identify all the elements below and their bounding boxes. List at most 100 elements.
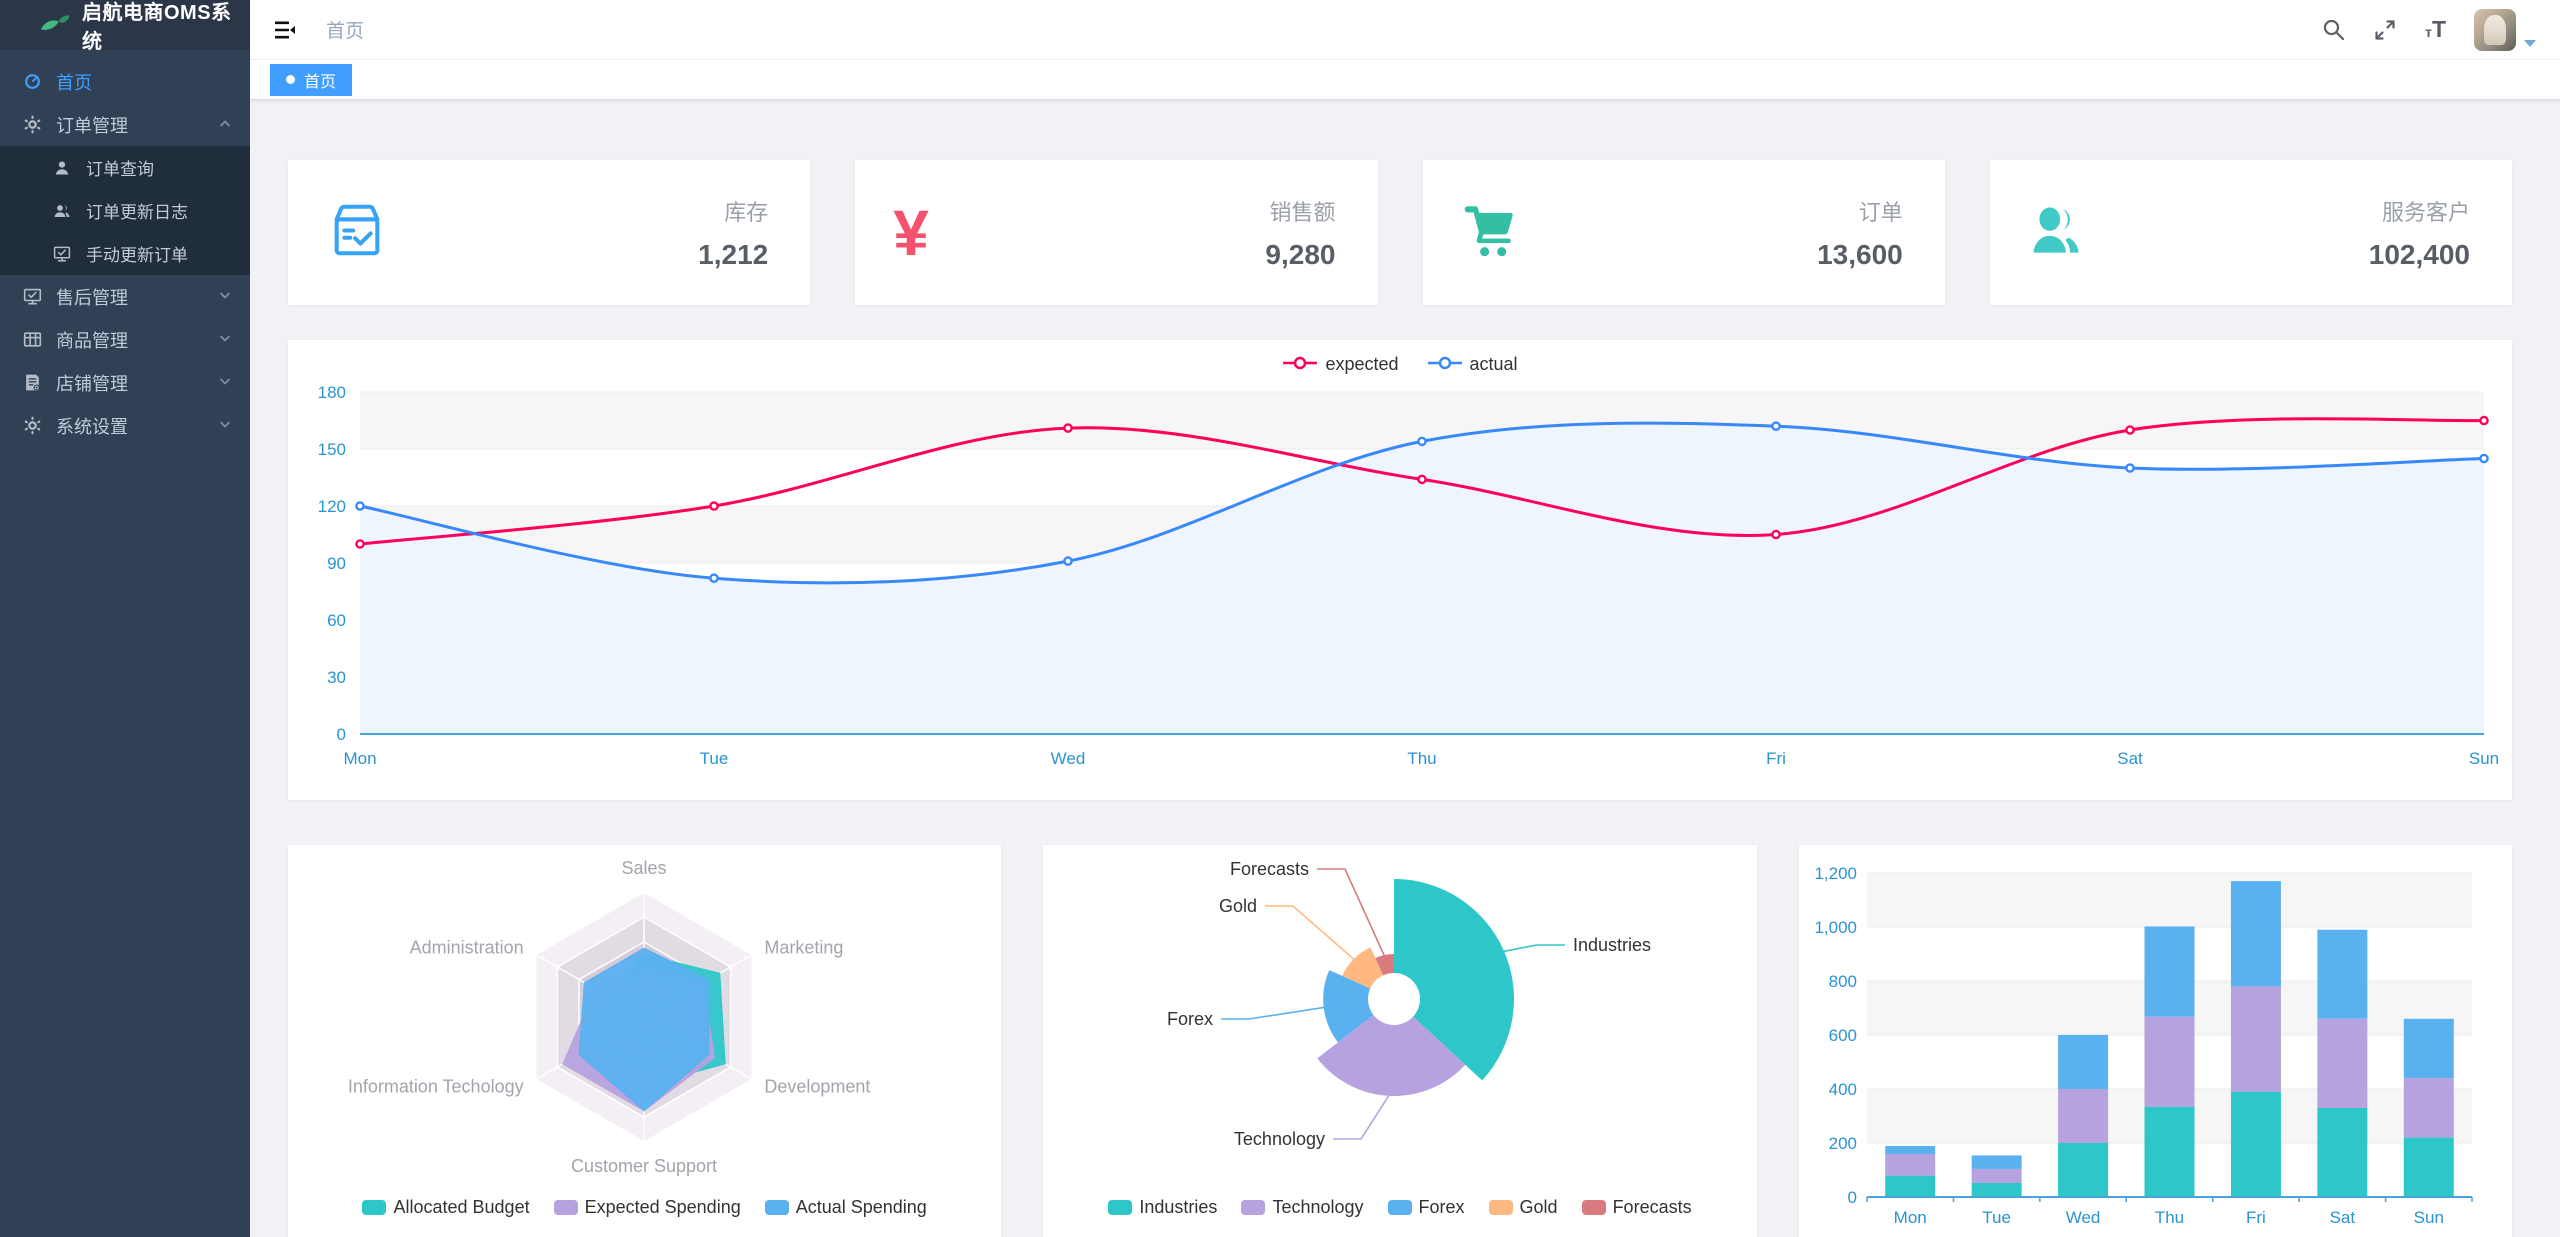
svg-text:200: 200 (1828, 1134, 1856, 1153)
legend-item-actual-spending[interactable]: Actual Spending (764, 1197, 927, 1218)
svg-text:Thu: Thu (1407, 749, 1436, 768)
sidebar-item-label: 店铺管理 (56, 373, 128, 394)
monitor-check-icon (52, 244, 72, 264)
svg-text:Administration: Administration (410, 938, 524, 958)
stat-card-text: 销售额 9,280 (1265, 195, 1335, 271)
sidebar-item-label: 订单更新日志 (86, 203, 188, 222)
table-icon (22, 330, 42, 350)
sidebar-item-label: 商品管理 (56, 330, 128, 351)
tab-home[interactable]: 首页 (270, 63, 353, 96)
radar-chart-card: Sales Administration Information Techology… (288, 845, 1002, 1237)
svg-text:0: 0 (337, 725, 346, 744)
app-logo[interactable]: 启航电商OMS系统 (0, 0, 250, 53)
svg-text:Fri: Fri (2246, 1208, 2266, 1227)
svg-text:180: 180 (318, 384, 346, 402)
sidebar-item-order-update-log[interactable]: 订单更新日志 (0, 189, 250, 232)
legend-swatch (553, 1200, 578, 1215)
svg-text:600: 600 (1828, 1026, 1856, 1045)
svg-text:Forex: Forex (1167, 1009, 1213, 1029)
sidebar-menu: 首页订单管理订单查询订单更新日志 手动更新订单售后管理商品管理店铺管理系统设置 (0, 50, 250, 447)
pie-chart-legend: Industries Technology Forex Gold Forecasts (1043, 1197, 1756, 1218)
line-chart-card: expected actual 0 30 60 90 120 150 180 Mon Tue Wed… (288, 340, 2512, 800)
svg-text:800: 800 (1828, 972, 1856, 991)
fullscreen-icon[interactable] (2373, 18, 2397, 42)
legend-swatch (1488, 1200, 1513, 1215)
chevron-down-icon (218, 329, 232, 350)
svg-text:Development: Development (764, 1077, 870, 1097)
sidebar-item-order-management[interactable]: 订单管理 (0, 103, 250, 146)
user-menu[interactable] (2474, 8, 2536, 51)
breadcrumb[interactable]: 首页 (326, 21, 365, 42)
svg-text:Forecasts: Forecasts (1230, 859, 1309, 879)
line-chart[interactable]: 0 30 60 90 120 150 180 Mon Tue Wed Thu Fri Sat Sun (288, 384, 2512, 800)
svg-text:30: 30 (327, 668, 346, 687)
stat-card-0[interactable]: 库存 1,212 (288, 160, 811, 305)
legend-item-industries[interactable]: Industries (1108, 1197, 1217, 1218)
sidebar-item-aftersales-management[interactable]: 售后管理 (0, 275, 250, 318)
active-tab-dot (286, 75, 295, 84)
svg-text:Fri: Fri (1766, 749, 1786, 768)
hamburger-icon[interactable] (268, 14, 302, 46)
stat-card-text: 订单 13,600 (1817, 195, 1903, 271)
legend-item-expected-spending[interactable]: Expected Spending (553, 1197, 741, 1218)
svg-text:Mon: Mon (343, 749, 376, 768)
legend-label: Actual Spending (795, 1197, 927, 1217)
legend-item-forecasts[interactable]: Forecasts (1581, 1197, 1692, 1218)
legend-swatch (1108, 1200, 1133, 1215)
sidebar-item-system-settings[interactable]: 系统设置 (0, 404, 250, 447)
avatar[interactable] (2474, 8, 2516, 51)
svg-text:Wed: Wed (1051, 749, 1086, 768)
gear-icon (22, 115, 42, 135)
legend-swatch (1387, 1200, 1412, 1215)
legend-marker (1427, 354, 1463, 375)
sidebar-item-shop-management[interactable]: 店铺管理 (0, 361, 250, 404)
sidebar-item-order-query[interactable]: 订单查询 (0, 146, 250, 189)
legend-label: Expected Spending (584, 1197, 741, 1217)
sprout-leaf-icon (40, 13, 70, 37)
legend-item-gold[interactable]: Gold (1488, 1197, 1558, 1218)
caret-down-icon (2524, 39, 2536, 47)
users-icon (52, 201, 72, 221)
legend-item-actual[interactable]: actual (1427, 354, 1518, 375)
legend-item-forex[interactable]: Forex (1387, 1197, 1465, 1218)
svg-text:90: 90 (327, 554, 346, 573)
bar-chart[interactable]: 0 200 400 600 800 1,000 1,200 Mon Tue Wed Thu Fri Sa… (1799, 845, 2512, 1237)
radar-chart[interactable]: Sales Administration Information Techology… (288, 845, 1001, 1237)
chevron-down-icon (218, 286, 232, 307)
svg-text:Customer Support: Customer Support (571, 1156, 717, 1176)
yen-icon: ¥ (893, 196, 929, 269)
svg-text:1,200: 1,200 (1814, 864, 1857, 883)
pie-chart[interactable]: Industries Technology Forex Gold Forecasts (1043, 845, 1756, 1237)
sidebar-item-label: 订单管理 (56, 115, 128, 136)
svg-text:Thu: Thu (2155, 1208, 2184, 1227)
stat-card-2[interactable]: 订单 13,600 (1422, 160, 1945, 305)
stat-card-text: 库存 1,212 (698, 195, 768, 271)
legend-marker (1282, 354, 1318, 375)
sidebar-item-manual-update-order[interactable]: 手动更新订单 (0, 232, 250, 275)
customers-icon (2028, 202, 2086, 263)
stat-card-1[interactable]: ¥ 销售额 9,280 (855, 160, 1378, 305)
svg-text:Sat: Sat (2329, 1208, 2355, 1227)
submenu-order-management: 订单查询订单更新日志 手动更新订单 (0, 146, 250, 275)
legend-item-allocated-budget[interactable]: Allocated Budget (362, 1197, 530, 1218)
search-icon[interactable] (2322, 18, 2345, 41)
stat-card-value: 1,212 (698, 238, 769, 270)
pie-chart-card: Industries Technology Forex Gold Forecasts I… (1043, 845, 1757, 1237)
sidebar-item-product-management[interactable]: 商品管理 (0, 318, 250, 361)
legend-label: Forecasts (1612, 1197, 1692, 1217)
legend-item-technology[interactable]: Technology (1241, 1197, 1364, 1218)
sidebar-item-home[interactable]: 首页 (0, 60, 250, 103)
svg-text:Sales: Sales (621, 858, 666, 878)
stat-card-3[interactable]: 服务客户 102,400 (1989, 160, 2512, 305)
svg-text:Wed: Wed (2065, 1208, 2100, 1227)
dashboard-content: 库存 1,212 ¥ 销售额 9,280 订单 13,600 服务客户 102,400 expe… (250, 100, 2560, 1237)
stat-card-value: 13,600 (1817, 238, 1903, 270)
legend-item-expected[interactable]: expected (1282, 354, 1399, 375)
legend-label: actual (1469, 354, 1518, 374)
inventory-box-icon (326, 200, 388, 265)
svg-text:Marketing: Marketing (764, 938, 843, 958)
legend-label: expected (1325, 354, 1399, 374)
svg-text:Tue: Tue (700, 749, 729, 768)
sidebar-item-label: 手动更新订单 (86, 246, 188, 265)
